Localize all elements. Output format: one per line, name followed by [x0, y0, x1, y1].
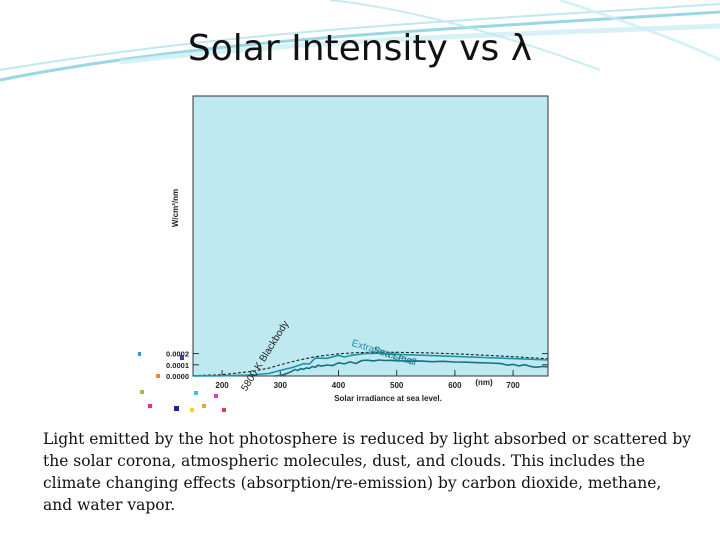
- series-line-extraterrestrial: [192, 352, 549, 377]
- y-tick-label: 0.0002: [166, 350, 189, 359]
- x-tick-label: 700: [506, 381, 520, 390]
- y-tick-label: 0.0000: [166, 372, 189, 381]
- plot-area: [192, 95, 549, 377]
- x-axis-label: Solar irradiance at sea level.: [334, 394, 442, 403]
- series-line-sea-level: [274, 359, 549, 377]
- x-tick-label: 300: [274, 381, 288, 390]
- x-unit-label: (nm): [475, 378, 493, 387]
- title-swoosh-decoration: [0, 0, 720, 82]
- x-tick-label: 400: [332, 381, 346, 390]
- solar-spectrum-chart: 200 300 400 500 600 700 (nm) 0.0000 0.0001 0.0002…: [136, 78, 582, 412]
- caption-text: Light emitted by the hot photosphere is …: [43, 430, 692, 514]
- series-line-5800-k-blackbody: [192, 351, 549, 377]
- decorative-markers: [138, 352, 226, 412]
- x-tick-label: 600: [448, 381, 462, 390]
- x-tick-label: 200: [215, 381, 229, 390]
- x-tick-label: 500: [390, 381, 404, 390]
- y-tick-label: 0.0001: [166, 361, 189, 370]
- y-axis-label: W/cm²/nm: [171, 189, 180, 227]
- slide-title: Solar Intensity vs λ: [187, 28, 533, 69]
- slide-caption: Light emitted by the hot photosphere is …: [43, 428, 693, 516]
